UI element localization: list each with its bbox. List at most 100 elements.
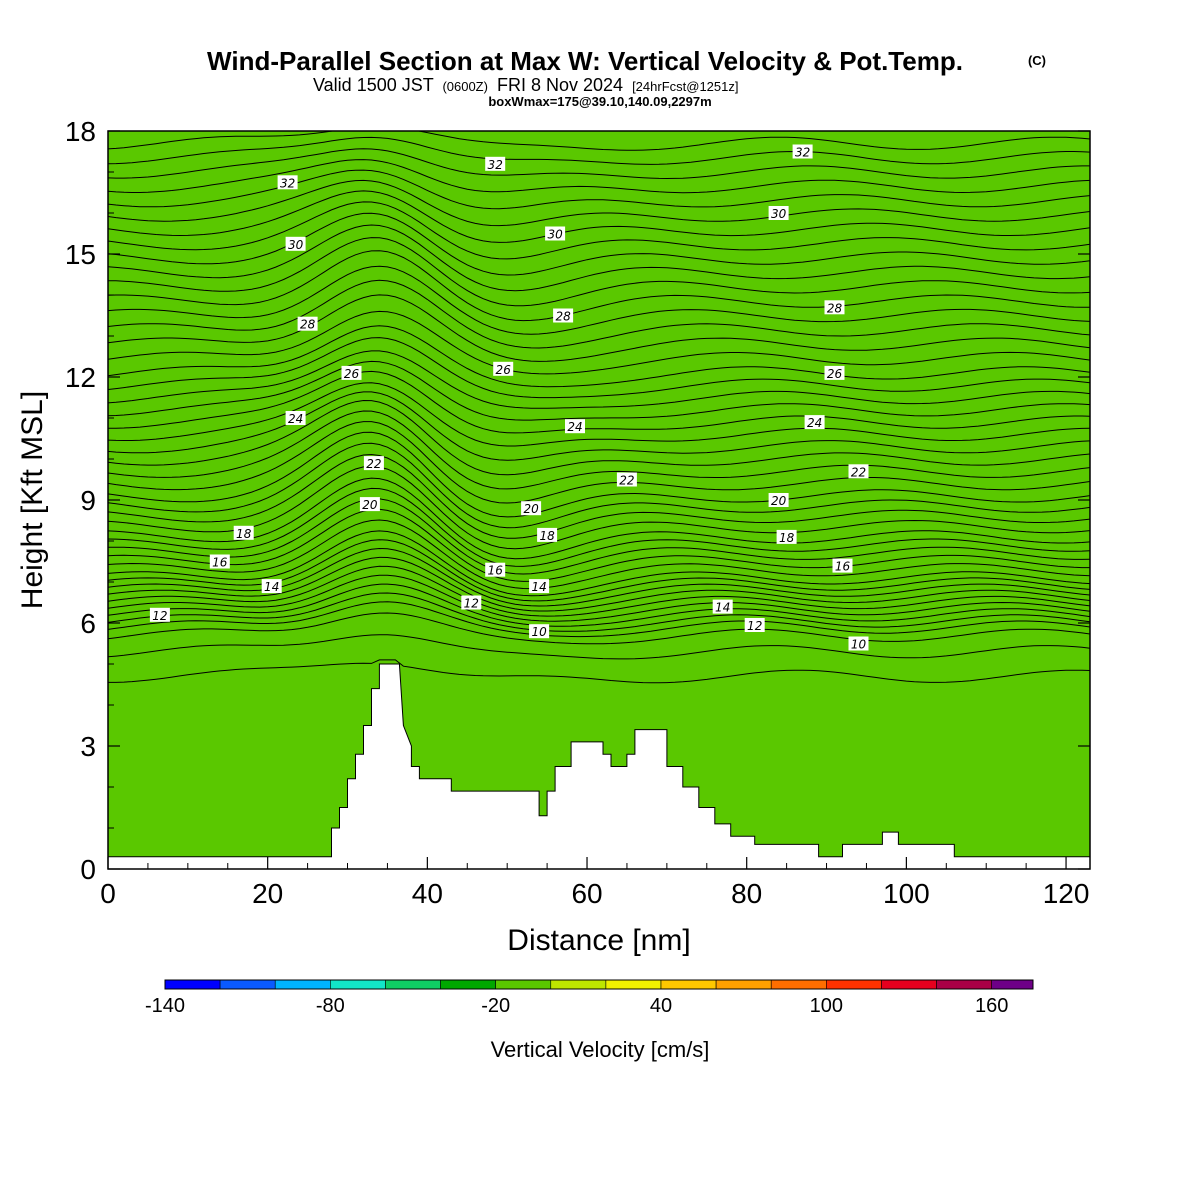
isentrope-label: 18 <box>537 527 558 543</box>
isentrope-line <box>108 391 1090 461</box>
colorbar-swatch <box>660 979 717 990</box>
isentrope-label-text: 24 <box>567 420 582 434</box>
y-tick-label: 18 <box>65 116 96 147</box>
isentrope-line <box>108 310 1090 375</box>
colorbar-tick-label: -80 <box>316 995 345 1017</box>
isentrope-label-text: 22 <box>366 457 381 471</box>
isentrope-line <box>108 556 1090 612</box>
isentrope-label-bg <box>461 595 482 610</box>
isentrope-label: 14 <box>261 579 282 594</box>
colorbar-swatch <box>881 979 937 990</box>
isentrope-label: 22 <box>363 456 384 471</box>
x-tick-label: 60 <box>571 878 602 909</box>
isentrope-label-bg <box>149 607 170 622</box>
isentrope-label-text: 10 <box>531 625 547 639</box>
isentrope-label: 12 <box>149 607 170 623</box>
isentrope-line <box>108 179 1090 227</box>
isentrope-label-bg <box>529 624 550 639</box>
isentrope-label: 30 <box>285 236 306 252</box>
isentrope-line <box>108 659 1090 684</box>
valid-date: FRI 8 Nov 2024 <box>497 75 623 95</box>
isentrope-label: 16 <box>832 558 853 574</box>
isentrope-label-bg <box>553 308 574 323</box>
isentrope-label: 16 <box>485 562 506 578</box>
isentrope-label: 18 <box>776 529 797 545</box>
isentrope-line <box>108 431 1090 518</box>
isentrope-line <box>108 498 1090 575</box>
colorbar-swatch <box>605 979 662 990</box>
isentrope-label: 32 <box>277 175 298 190</box>
x-tick-label: 120 <box>1043 878 1090 909</box>
isentrope-label: 26 <box>493 361 514 377</box>
isentrope-label-text: 16 <box>212 556 228 570</box>
valid-time-local: Valid 1500 JST <box>313 75 434 95</box>
isentrope-label-bg <box>285 411 306 425</box>
isentrope-label-text: 26 <box>827 367 843 381</box>
isentrope-label-bg <box>565 419 585 434</box>
isentrope-line <box>108 265 1090 335</box>
isentrope-line <box>108 250 1090 322</box>
isentrope-label: 24 <box>285 411 306 426</box>
isentrope-line <box>108 519 1090 590</box>
colorbar-swatch <box>330 979 386 990</box>
isentrope-label-bg <box>485 156 506 171</box>
isentrope-label: 18 <box>233 525 254 541</box>
isentrope-label-bg <box>537 527 558 542</box>
isentrope-label-text: 12 <box>152 609 167 623</box>
isentrope-label-bg <box>768 206 789 220</box>
isentrope-line <box>108 337 1090 399</box>
isentrope-label: 26 <box>824 365 845 381</box>
isentrope-label-text: 12 <box>747 619 762 633</box>
isentrope-label-text: 32 <box>795 146 810 160</box>
isentrope-label: 24 <box>804 415 825 430</box>
isentrope-line <box>108 442 1090 529</box>
colorbar-tick-labels: -140 -80 -20 40 100 160 <box>145 995 1008 1017</box>
isentrope-label: 30 <box>545 226 566 242</box>
isentrope-label: 30 <box>768 206 789 221</box>
isentrope-label: 28 <box>297 316 318 332</box>
y-axis: 0 3 6 9 12 15 18 <box>65 116 1090 885</box>
isentrope-label: 10 <box>848 636 869 652</box>
chart-title: Wind-Parallel Section at Max W: Vertical… <box>207 46 963 76</box>
isentrope-label-bg <box>261 579 282 594</box>
isentrope-label: 14 <box>529 579 550 594</box>
isentrope-label-text: 18 <box>779 531 795 545</box>
isentrope-label-text: 10 <box>851 638 867 652</box>
x-tick-label: 0 <box>100 878 116 909</box>
x-tick-label: 80 <box>731 878 762 909</box>
colorbar-swatch <box>550 979 607 990</box>
colorbar-tick-label: 100 <box>810 995 843 1017</box>
isentrope-label-text: 32 <box>280 176 295 190</box>
isentrope-labels: 3230282624222018161412323028262422201816… <box>149 144 869 652</box>
isentrope-label-text: 32 <box>488 158 503 172</box>
x-axis-label: Distance [nm] <box>507 924 690 957</box>
isentrope-line <box>108 131 1090 151</box>
colorbar-swatch <box>991 979 1034 990</box>
isentrope-line <box>108 169 1090 210</box>
isentrope-contours <box>108 131 1090 684</box>
isentrope-line <box>108 212 1090 276</box>
isentrope-label-bg <box>485 562 506 577</box>
isentrope-label-bg <box>209 554 230 569</box>
colorbar-tick-label: 40 <box>650 995 672 1017</box>
isentrope-label: 26 <box>341 365 362 381</box>
isentrope-label-text: 12 <box>464 597 479 611</box>
isentrope-label: 32 <box>485 156 506 172</box>
forecast-info: [24hrFcst@1251z] <box>632 79 738 94</box>
isentrope-line <box>108 453 1090 539</box>
isentrope-line <box>108 350 1090 409</box>
isentrope-label: 28 <box>824 300 845 315</box>
isentrope-label-text: 26 <box>344 367 360 381</box>
colorbar-swatch <box>274 979 331 990</box>
isentrope-label-bg <box>848 636 869 651</box>
isentrope-line <box>108 487 1090 567</box>
copyright-mark: (C) <box>1028 53 1046 68</box>
isentrope-label-text: 18 <box>539 529 555 543</box>
isentrope-line <box>108 370 1090 434</box>
valid-time-utc: (0600Z) <box>442 79 488 94</box>
isentrope-label-bg <box>832 558 853 573</box>
isentrope-label: 16 <box>209 554 230 570</box>
isentrope-line <box>108 565 1090 617</box>
isentrope-label-text: 24 <box>807 416 822 430</box>
isentrope-label-bg <box>233 525 254 540</box>
